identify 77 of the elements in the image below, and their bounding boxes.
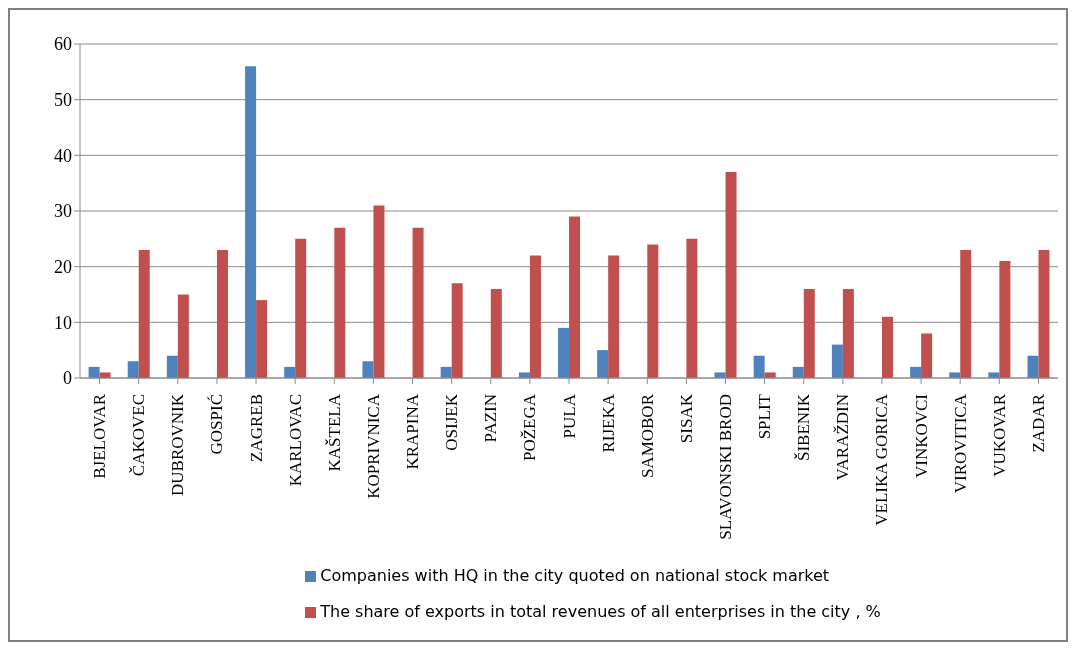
bar [686,238,698,378]
x-tick-label: VARAŽDIN [833,394,853,481]
bar [792,366,804,378]
x-tick-label: VINKOVCI [911,393,931,479]
bar [99,372,111,378]
bar [334,227,346,378]
bar [256,300,268,378]
bar [440,366,452,378]
bar [753,355,765,378]
x-tick-label: PULA [559,393,579,439]
bar [803,288,815,378]
x-tick-label: ZADAR [1028,393,1048,453]
legend-label: The share of exports in total revenues of all enterprises in the city , % [320,602,881,621]
x-tick-label: SISAK [676,393,696,444]
y-tick-label: 30 [54,201,72,222]
x-tick-label: SAMOBOR [637,393,657,479]
bar [177,294,189,378]
bar [960,249,972,378]
x-tick-label: SLAVONSKI BROD [715,394,735,540]
bar [451,283,463,378]
bar [842,288,854,378]
bar [1027,355,1039,378]
x-tick-label: RIJEKA [598,393,618,453]
bar [88,366,100,378]
bar [988,372,1000,378]
bar [362,361,374,378]
x-tick-label: ZAGREB [246,394,266,462]
x-tick-label: PAZIN [481,394,501,443]
bar [216,249,228,378]
bar [245,66,257,378]
bar [166,355,178,378]
x-tick-label: KARLOVAC [285,394,305,487]
bar [373,205,385,378]
bar [558,327,570,378]
x-tick-label: VELIKA GORICA [872,393,892,526]
bar [647,244,659,378]
bar [518,372,530,378]
bar [1038,249,1050,378]
bar [608,255,620,378]
bar [725,172,737,378]
bar [127,361,139,378]
bar [882,316,894,378]
x-tick-label: OSIJEK [442,393,462,451]
y-tick-label: 0 [63,368,72,389]
bar [569,216,581,378]
legend-label: Companies with HQ in the city quoted on national stock market [320,566,830,585]
y-tick-label: 20 [54,257,72,278]
bar [714,372,726,378]
bar [921,333,933,378]
x-tick-label: KOPRIVNICA [363,393,383,499]
y-tick-label: 40 [54,145,72,166]
bar [138,249,150,378]
bar [412,227,424,378]
x-tick-label: KRAPINA [403,393,423,470]
bar [490,288,502,378]
x-tick-label: POŽEGA [520,393,540,462]
x-tick-label: SPLIT [755,393,775,440]
bar [910,366,922,378]
x-tick-label: ŠIBENIK [794,393,814,462]
y-tick-label: 50 [54,90,72,111]
bar [999,261,1011,378]
bar [529,255,541,378]
x-tick-label: DUBROVNIK [168,393,188,496]
bar [597,350,609,378]
x-tick-label: BJELOVAR [90,393,110,479]
bar [949,372,961,378]
x-tick-label: VIROVITICA [950,393,970,494]
bar [284,366,296,378]
bar [831,344,843,378]
x-tick-label: VUKOVAR [989,393,1009,477]
y-tick-label: 10 [54,312,72,333]
y-tick-label: 60 [54,34,72,55]
bar [295,238,307,378]
x-tick-label: ČAKOVEC [129,394,149,477]
x-tick-label: GOSPIĆ [207,394,227,455]
bar [764,372,776,378]
x-tick-label: KAŠTELA [324,393,344,472]
